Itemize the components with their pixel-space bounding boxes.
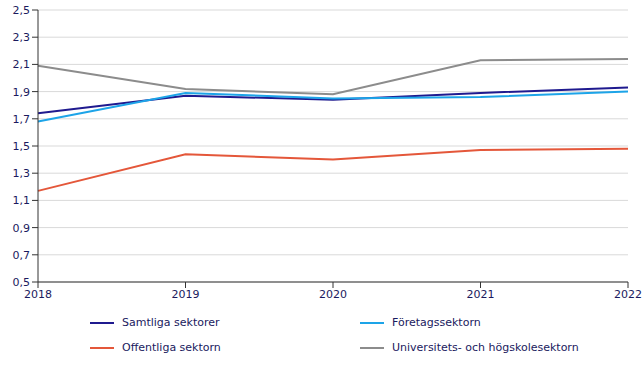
html-text:Samtliga sektorer: Samtliga sektorer (122, 316, 220, 329)
svg-text:0,5: 0,5 (13, 276, 31, 289)
svg-text:2,5: 2,5 (13, 4, 31, 17)
svg-text:2022: 2022 (614, 288, 635, 301)
svg-text:0,9: 0,9 (13, 222, 31, 235)
svg-text:1,3: 1,3 (13, 167, 31, 180)
svg-text:0,7: 0,7 (13, 249, 31, 262)
svg-text:2019: 2019 (172, 288, 200, 301)
svg-text:2020: 2020 (319, 288, 347, 301)
html-text:Företagssektorn: Företagssektorn (392, 316, 481, 329)
svg-text:2,3: 2,3 (13, 31, 31, 44)
svg-text:2018: 2018 (24, 288, 52, 301)
html-text:Offentliga sektorn: Offentliga sektorn (122, 341, 221, 354)
svg-text:2021: 2021 (467, 288, 495, 301)
svg-text:1,9: 1,9 (13, 86, 31, 99)
html-text:Universitets- och högskolesekt: Universitets- och högskolesektorn (392, 341, 579, 354)
svg-text:2,1: 2,1 (13, 58, 31, 71)
svg-text:1,5: 1,5 (13, 140, 31, 153)
svg-text:1,7: 1,7 (13, 113, 31, 126)
svg-text:1,1: 1,1 (13, 194, 31, 207)
